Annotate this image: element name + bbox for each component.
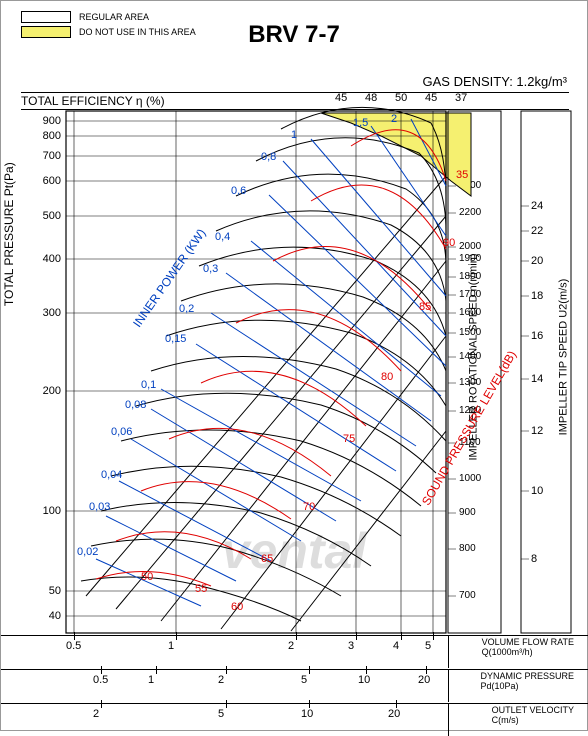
power-label: 0,03 — [89, 501, 110, 513]
power-label: 0,08 — [125, 399, 146, 411]
spl-label: 80 — [381, 371, 393, 383]
x-tick-label: 2 — [218, 674, 224, 686]
power-label: 0,1 — [141, 379, 156, 391]
x-axis-label: OUTLET VELOCITYC(m/s) — [492, 706, 574, 726]
x-tick-label: 0.5 — [93, 674, 108, 686]
spl-label: 90 — [443, 237, 455, 249]
y3-tick-marks — [521, 206, 529, 559]
spl-label: 60 — [231, 601, 243, 613]
x-tick-label: 1 — [148, 674, 154, 686]
x-tick-label: 1 — [168, 640, 174, 652]
x-tick-label: 2 — [93, 708, 99, 720]
power-label: 0,2 — [179, 303, 194, 315]
spl-label: 50 — [141, 571, 153, 583]
x-tick-label: 10 — [358, 674, 370, 686]
x-axis-row: 2 5 10 20 OUTLET VELOCITYC(m/s) — [1, 703, 588, 735]
power-label: 1,5 — [353, 117, 368, 129]
power-label: 0,15 — [165, 333, 186, 345]
x-axis-label: VOLUME FLOW RATEQ(1000m³/h) — [482, 638, 574, 658]
power-label: 2 — [391, 113, 397, 125]
x-tick-label: 20 — [388, 708, 400, 720]
right-axis-2-box — [521, 111, 571, 633]
power-label: 0,4 — [215, 231, 230, 243]
fan-curve-chart: REGULAR AREA DO NOT USE IN THIS AREA BRV… — [0, 0, 588, 731]
spl-label: 70 — [303, 501, 315, 513]
x-tick-label: 5 — [425, 640, 431, 652]
spl-label: 55 — [195, 583, 207, 595]
speed-curves — [81, 107, 446, 621]
power-label: 0,02 — [77, 546, 98, 558]
vertical-gridlines — [74, 111, 433, 633]
x-tick-label: 0.5 — [66, 640, 81, 652]
x-tick-label: 20 — [418, 674, 430, 686]
power-label: 0,3 — [203, 263, 218, 275]
spl-label: 85 — [419, 301, 431, 313]
power-label: 0,8 — [261, 151, 276, 163]
spl-label: 75 — [343, 433, 355, 445]
spl-label: 65 — [261, 553, 273, 565]
x-axis-label: DYNAMIC PRESSUREPd(10Pa) — [480, 672, 574, 692]
horizontal-gridlines — [66, 121, 446, 616]
x-tick-label: 10 — [301, 708, 313, 720]
power-label: 0,6 — [231, 185, 246, 197]
spl-label: 35 — [456, 169, 468, 181]
x-axis-row: 0.5 1 2 3 4 5 VOLUME FLOW RATEQ(1000m³/h) — [1, 635, 588, 667]
power-label: 0,06 — [111, 426, 132, 438]
x-tick-label: 3 — [348, 640, 354, 652]
x-axis-row: 0.5 1 2 5 10 20 DYNAMIC PRESSUREPd(10Pa) — [1, 669, 588, 701]
x-tick-label: 5 — [218, 708, 224, 720]
x-tick-label: 2 — [288, 640, 294, 652]
x-tick-label: 4 — [393, 640, 399, 652]
power-label: 0,04 — [101, 469, 122, 481]
x-tick-label: 5 — [301, 674, 307, 686]
power-label: 1 — [291, 129, 297, 141]
